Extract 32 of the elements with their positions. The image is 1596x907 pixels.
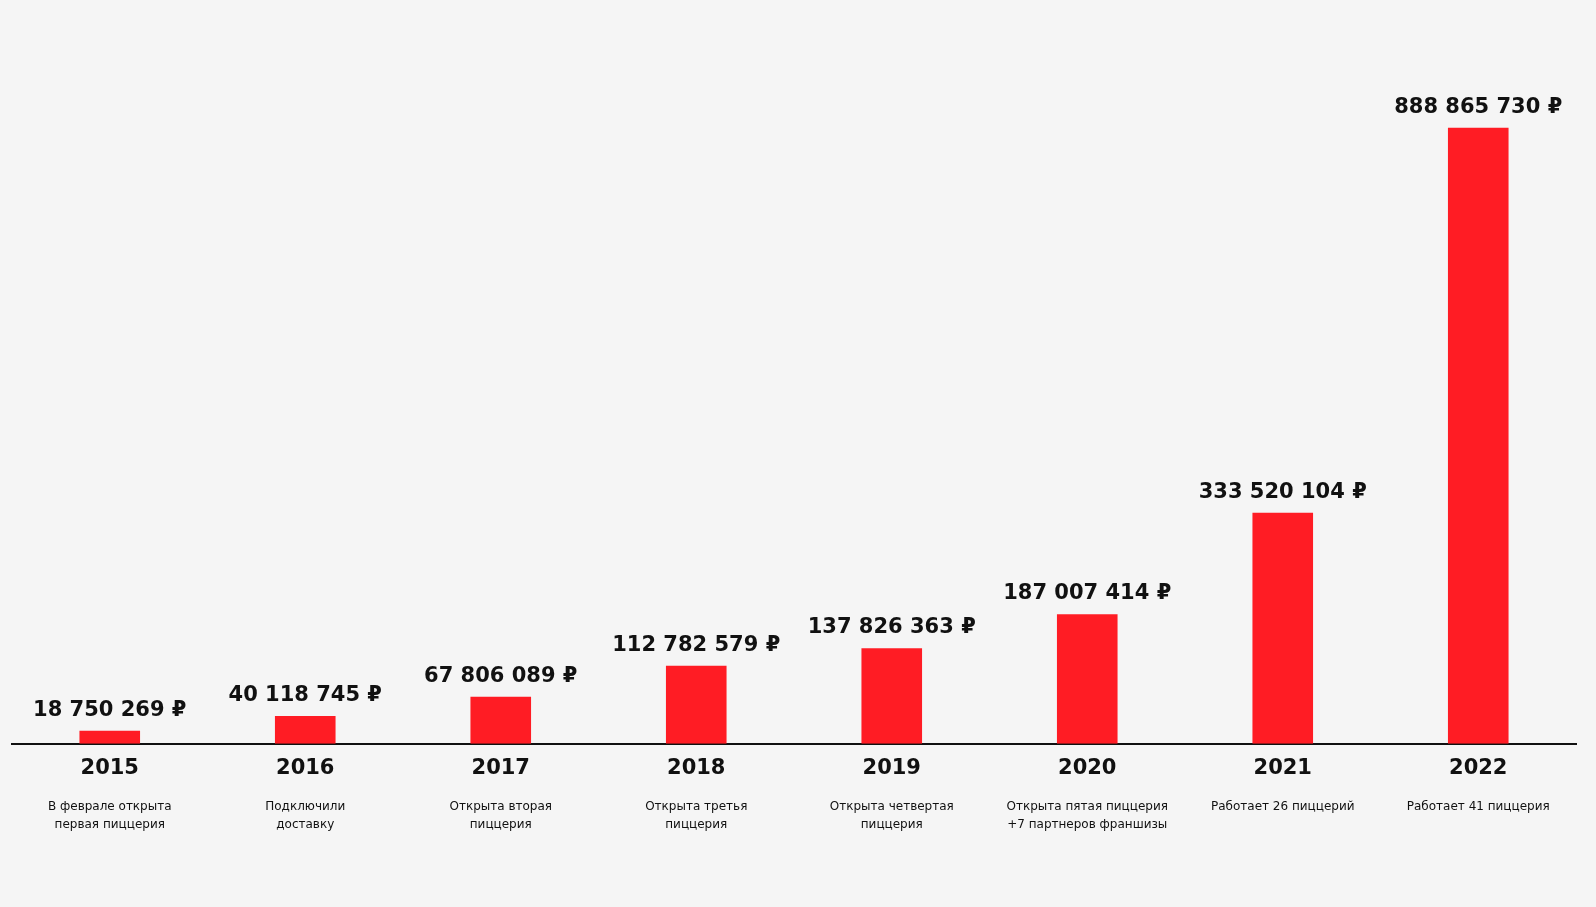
- x-tick-label: 2015: [80, 754, 139, 779]
- text: Открыта третья пиццерия: [645, 799, 748, 832]
- data-label: 40 118 745 ₽: [228, 681, 382, 706]
- bar: [861, 648, 923, 744]
- text: Подключили доставку: [265, 799, 346, 832]
- x-tick-label: 2020: [1058, 754, 1117, 779]
- bar: [1252, 512, 1314, 744]
- data-label: 67 806 089 ₽: [424, 662, 578, 687]
- text: Работает 41 пиццерия: [1406, 799, 1550, 814]
- text: В феврале открыта первая пиццерия: [47, 799, 172, 832]
- data-label: 137 826 363 ₽: [807, 614, 976, 639]
- x-tick-label: 2016: [276, 754, 335, 779]
- x-tick-label: 2021: [1253, 754, 1312, 779]
- bar: [665, 665, 727, 744]
- data-label: 18 750 269 ₽: [33, 696, 187, 721]
- bar: [79, 730, 141, 744]
- bar: [274, 715, 336, 744]
- x-tick-label: 2018: [667, 754, 726, 779]
- text: Открыта четвертая пиццерия: [829, 799, 954, 832]
- bar: [470, 696, 532, 744]
- bar: [1447, 127, 1509, 744]
- x-tick-label: 2022: [1449, 754, 1508, 779]
- text: Открыта пятая пиццерия +7 партнеров франшизы: [1006, 799, 1168, 832]
- data-label: 112 782 579 ₽: [612, 631, 781, 656]
- x-tick-label: 2017: [471, 754, 530, 779]
- text: Открыта вторая пиццерия: [449, 799, 553, 832]
- data-label: 333 520 104 ₽: [1198, 478, 1367, 503]
- text: Работает 26 пиццерий: [1210, 799, 1355, 814]
- bar: [1056, 614, 1118, 744]
- data-label: 888 865 730 ₽: [1394, 93, 1563, 118]
- data-label: 187 007 414 ₽: [1003, 580, 1172, 605]
- x-tick-label: 2019: [862, 754, 921, 779]
